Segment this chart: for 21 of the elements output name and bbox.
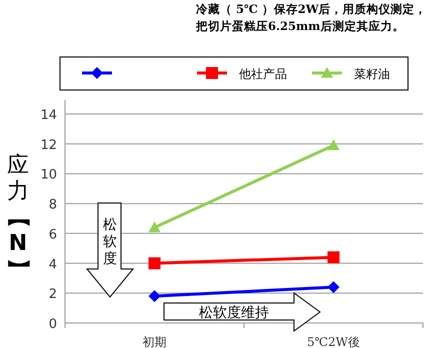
annotation: 松软度维持: [199, 305, 269, 321]
y-tick-label: 2: [48, 287, 57, 302]
annotation: 松软度: [103, 217, 117, 267]
y-tick-label: 6: [48, 227, 57, 242]
point: [148, 257, 160, 270]
y-tick-label: 4: [48, 257, 57, 272]
x-tick-label: 5℃2W後: [306, 335, 360, 348]
point: [148, 290, 160, 302]
chart-title: 冷藏（ 5℃ ）保存2W后，用质构仪测定，: [196, 2, 425, 16]
point: [328, 281, 340, 294]
y-tick-label: 12: [40, 138, 57, 153]
y-axis-title: 应力【N】: [5, 153, 30, 280]
legend-label: 菜籽油: [354, 67, 390, 81]
legend-label: 他社产品: [239, 67, 287, 81]
point: [328, 251, 340, 264]
x-tick-label: 初期: [142, 335, 166, 348]
y-tick-label: 14: [40, 108, 57, 123]
y-tick-label: 10: [40, 168, 57, 183]
chart-subtitle: 把切片蛋糕压6.25mm后测定其应力。: [195, 19, 404, 33]
y-tick-label: 8: [48, 198, 57, 213]
y-tick-label: 0: [48, 317, 57, 332]
